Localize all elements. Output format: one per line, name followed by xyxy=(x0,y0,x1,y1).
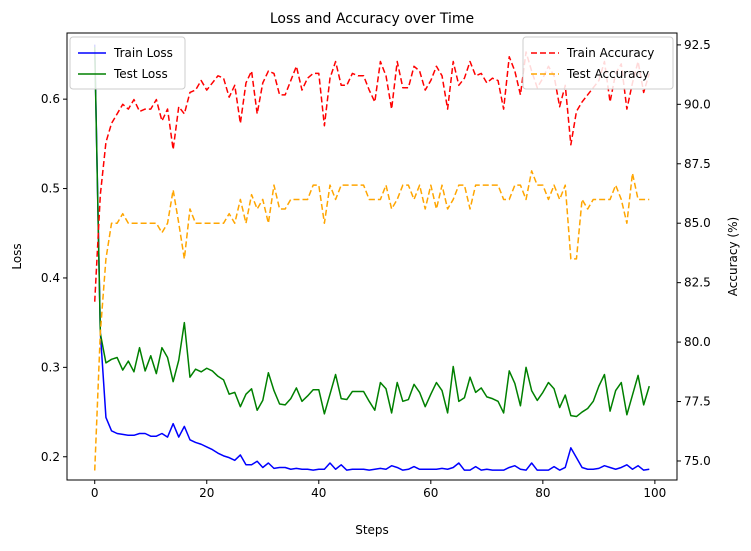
y-left-tick-label: 0.6 xyxy=(41,92,60,106)
x-axis: 0 20 40 60 80 100 xyxy=(91,480,666,500)
y-axis-right: 75.0 77.5 80.0 82.5 85.0 87.5 90.0 92.5 xyxy=(677,38,711,468)
y-axis-left-label: Loss xyxy=(10,243,24,269)
legend-box xyxy=(522,36,674,90)
y-right-tick-label: 87.5 xyxy=(684,157,711,171)
plot-frame xyxy=(66,32,678,481)
legend-left: Train Loss Test Loss xyxy=(69,36,186,90)
series-line-train-accuracy xyxy=(93,51,650,302)
legend-right: Train Accuracy Test Accuracy xyxy=(522,36,674,90)
y-left-tick-label: 0.2 xyxy=(41,450,60,464)
x-tick-label: 60 xyxy=(423,486,438,500)
y-left-tick-label: 0.5 xyxy=(41,182,60,196)
legend-label-train-loss: Train Loss xyxy=(113,46,173,60)
y-right-tick-label: 80.0 xyxy=(684,335,711,349)
chart-title: Loss and Accuracy over Time xyxy=(270,11,474,27)
y-right-tick-label: 77.5 xyxy=(684,395,711,409)
legend-label-train-accuracy: Train Accuracy xyxy=(566,46,654,60)
x-tick-label: 0 xyxy=(91,486,99,500)
y-left-tick-label: 0.3 xyxy=(41,360,60,374)
x-tick-label: 100 xyxy=(643,486,666,500)
legend-label-test-loss: Test Loss xyxy=(113,67,168,81)
x-axis-label: Steps xyxy=(355,523,389,537)
y-axis-right-label: Accuracy (%) xyxy=(726,217,740,296)
y-left-tick-label: 0.4 xyxy=(41,271,60,285)
series-line-test-accuracy xyxy=(93,170,650,471)
x-tick-label: 40 xyxy=(311,486,326,500)
legend-label-test-accuracy: Test Accuracy xyxy=(566,67,649,81)
plot-area xyxy=(93,44,650,471)
y-right-tick-label: 75.0 xyxy=(684,454,711,468)
y-axis-left: 0.2 0.3 0.4 0.5 0.6 xyxy=(41,92,67,464)
y-right-tick-label: 82.5 xyxy=(684,276,711,290)
legend-box xyxy=(69,36,186,90)
y-right-tick-label: 85.0 xyxy=(684,216,711,230)
y-right-tick-label: 90.0 xyxy=(684,97,711,111)
y-right-tick-label: 92.5 xyxy=(684,38,711,52)
series-line-train-loss xyxy=(93,44,650,471)
series-line-test-loss xyxy=(93,47,650,418)
x-tick-label: 20 xyxy=(199,486,214,500)
x-tick-label: 80 xyxy=(535,486,550,500)
